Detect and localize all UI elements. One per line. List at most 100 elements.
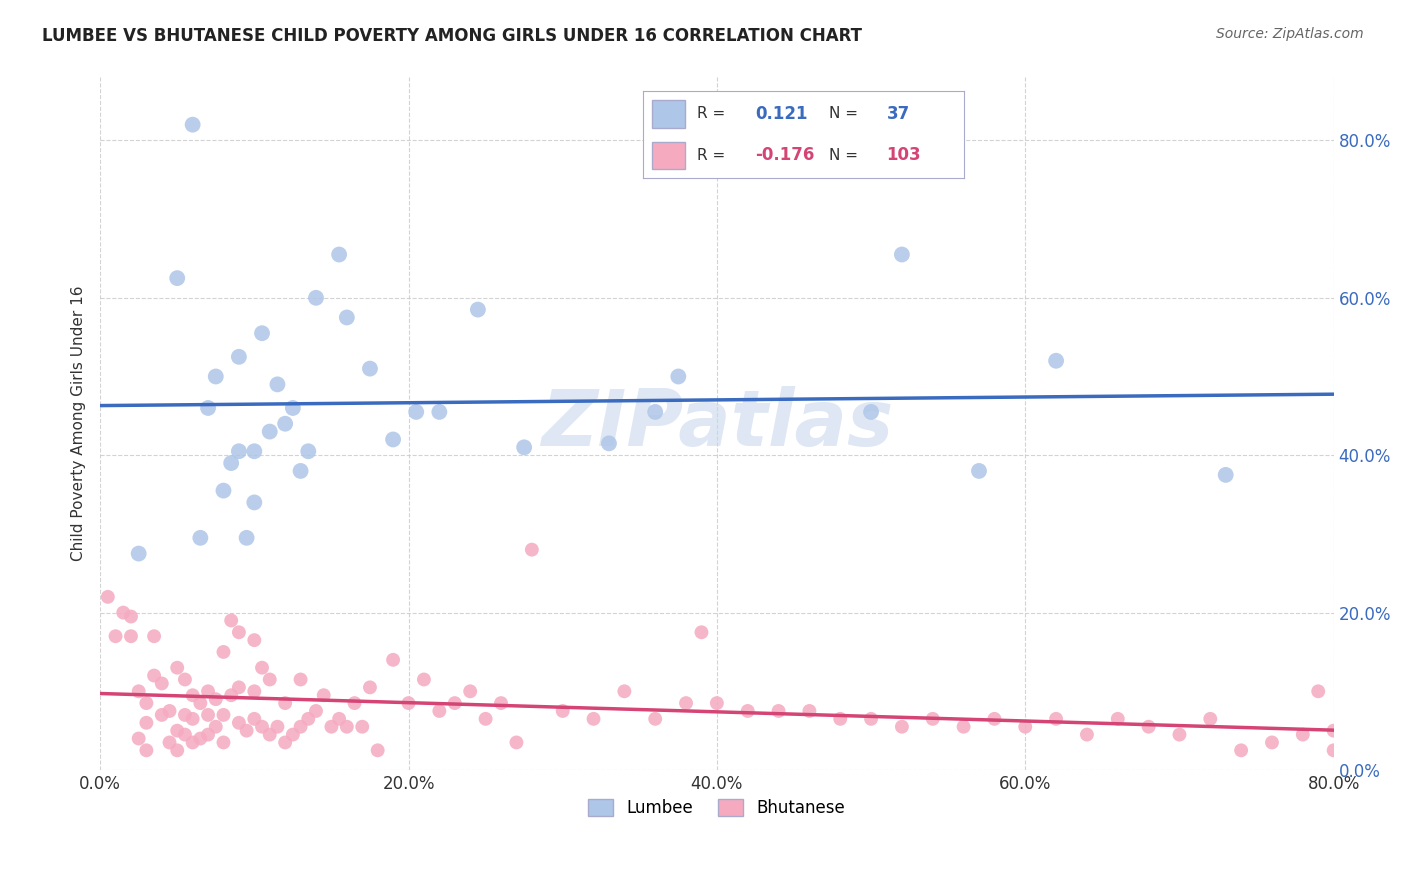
Point <box>120 629 142 643</box>
Point <box>120 609 142 624</box>
Point <box>188 731 211 746</box>
Point <box>197 728 219 742</box>
Point <box>921 712 943 726</box>
Point <box>666 369 689 384</box>
Point <box>219 614 242 628</box>
Point <box>1199 712 1222 726</box>
Point <box>181 688 204 702</box>
Point <box>181 735 204 749</box>
Point <box>243 495 266 509</box>
Point <box>598 436 620 450</box>
Point <box>128 684 150 698</box>
Point <box>467 302 489 317</box>
Point <box>135 715 157 730</box>
Y-axis label: Child Poverty Among Girls Under 16: Child Poverty Among Girls Under 16 <box>72 286 86 561</box>
Point <box>1261 735 1284 749</box>
Point <box>143 629 166 643</box>
Point <box>166 271 188 285</box>
Point <box>675 696 697 710</box>
Point <box>212 483 235 498</box>
Point <box>952 720 974 734</box>
Point <box>174 728 197 742</box>
Point <box>890 720 912 734</box>
Point <box>243 684 266 698</box>
Point <box>235 723 257 738</box>
Point <box>1230 743 1253 757</box>
Point <box>243 712 266 726</box>
Point <box>150 707 173 722</box>
Point <box>690 625 713 640</box>
Point <box>204 369 226 384</box>
Point <box>150 676 173 690</box>
Point <box>181 712 204 726</box>
Point <box>281 401 304 415</box>
Point <box>336 720 359 734</box>
Point <box>259 673 281 687</box>
Point <box>104 629 127 643</box>
Point <box>613 684 636 698</box>
Point <box>188 531 211 545</box>
Point <box>367 743 389 757</box>
Point <box>166 723 188 738</box>
Point <box>250 720 273 734</box>
Point <box>768 704 790 718</box>
Point <box>166 661 188 675</box>
Point <box>305 704 328 718</box>
Point <box>112 606 135 620</box>
Point <box>290 673 312 687</box>
Point <box>830 712 852 726</box>
Text: LUMBEE VS BHUTANESE CHILD POVERTY AMONG GIRLS UNDER 16 CORRELATION CHART: LUMBEE VS BHUTANESE CHILD POVERTY AMONG … <box>42 27 862 45</box>
Legend: Lumbee, Bhutanese: Lumbee, Bhutanese <box>582 792 852 824</box>
Point <box>174 707 197 722</box>
Point <box>336 310 359 325</box>
Point <box>281 728 304 742</box>
Point <box>212 645 235 659</box>
Point <box>197 401 219 415</box>
Point <box>513 440 536 454</box>
Point <box>243 444 266 458</box>
Point <box>1137 720 1160 734</box>
Point <box>458 684 481 698</box>
Point <box>143 668 166 682</box>
Point <box>212 707 235 722</box>
Point <box>135 743 157 757</box>
Point <box>706 696 728 710</box>
Point <box>352 720 374 734</box>
Point <box>1323 743 1346 757</box>
Point <box>128 731 150 746</box>
Point <box>274 417 297 431</box>
Point <box>135 696 157 710</box>
Point <box>328 247 350 261</box>
Point <box>1045 712 1067 726</box>
Point <box>520 542 543 557</box>
Point <box>266 720 288 734</box>
Point <box>219 688 242 702</box>
Point <box>290 464 312 478</box>
Point <box>290 720 312 734</box>
Point <box>860 405 883 419</box>
Point <box>489 696 512 710</box>
Point <box>159 704 181 718</box>
Point <box>1014 720 1036 734</box>
Point <box>274 735 297 749</box>
Point <box>297 712 319 726</box>
Point <box>1308 684 1330 698</box>
Point <box>235 531 257 545</box>
Point <box>321 720 343 734</box>
Point <box>259 728 281 742</box>
Point <box>250 326 273 341</box>
Point <box>197 684 219 698</box>
Point <box>212 735 235 749</box>
Point <box>1215 467 1237 482</box>
Point <box>359 681 381 695</box>
Point <box>799 704 821 718</box>
Point <box>166 743 188 757</box>
Point <box>274 696 297 710</box>
Point <box>343 696 366 710</box>
Point <box>1045 353 1067 368</box>
Point <box>297 444 319 458</box>
Point <box>427 405 450 419</box>
Point <box>204 692 226 706</box>
Point <box>1323 723 1346 738</box>
Point <box>505 735 527 749</box>
